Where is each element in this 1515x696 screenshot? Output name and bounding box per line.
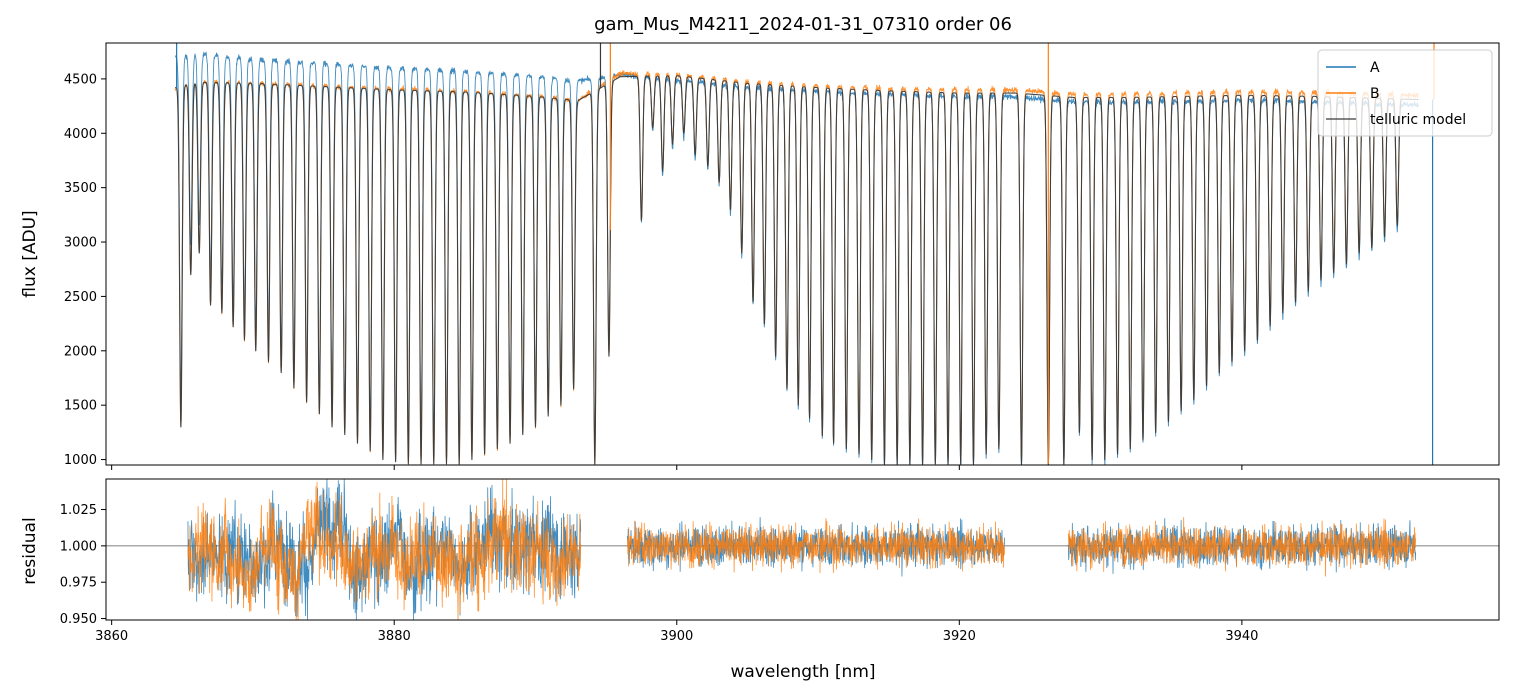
legend-label-a: A — [1370, 60, 1380, 76]
flux-y-ticks: 1000 1500 2000 2500 3000 3500 4000 4500 — [64, 72, 106, 468]
residual-x-tick-label: 3900 — [660, 629, 693, 644]
flux-y-tick-label: 3500 — [64, 181, 97, 196]
residual-x-tick-label: 3860 — [95, 629, 128, 644]
residual-plot-area — [106, 479, 1499, 620]
residual-y-tick-label: 0.950 — [60, 612, 97, 627]
x-axis-label: wavelength [nm] — [730, 662, 875, 682]
residual-series-b-line — [1067, 517, 1417, 577]
residual-y-axis-label: residual — [20, 517, 40, 584]
legend-label-telluric: telluric model — [1370, 112, 1466, 128]
residual-y-tick-label: 1.025 — [60, 503, 97, 518]
residual-x-ticks: 3860 3880 3900 3920 3940 — [95, 620, 1258, 644]
flux-y-tick-label: 1000 — [64, 453, 97, 468]
flux-axes-frame — [105, 42, 1500, 466]
legend-box — [1317, 49, 1493, 137]
flux-y-tick-label: 3000 — [64, 236, 97, 251]
residual-x-tick-label: 3940 — [1225, 629, 1258, 644]
telluric-model-line — [174, 75, 1419, 465]
chart-title: gam_Mus_M4211_2024-01-31_07310 order 06 — [594, 14, 1012, 35]
legend-label-b: B — [1370, 86, 1380, 102]
residual-x-tick-label: 3880 — [378, 629, 411, 644]
flux-y-tick-label: 2500 — [64, 290, 97, 305]
residual-y-ticks: 0.950 0.975 1.000 1.025 — [60, 503, 106, 627]
residual-axes: 0.950 0.975 1.000 1.025 3860 3880 3900 3920 394… — [20, 478, 1500, 682]
flux-axes: gam_Mus_M4211_2024-01-31_07310 order 06 … — [20, 14, 1500, 470]
residual-series-b-line — [187, 479, 582, 620]
residual-axes-frame — [105, 478, 1500, 621]
flux-x-ticks — [111, 465, 1243, 470]
flux-y-axis-label: flux [ADU] — [20, 210, 40, 297]
residual-series-b-line — [627, 518, 1005, 574]
residual-y-tick-label: 1.000 — [60, 539, 97, 554]
residual-x-tick-label: 3920 — [943, 629, 976, 644]
legend: A B telluric model — [1317, 49, 1493, 137]
flux-y-tick-label: 4000 — [64, 127, 97, 142]
flux-y-tick-label: 4500 — [64, 72, 97, 87]
flux-y-tick-label: 1500 — [64, 399, 97, 414]
flux-y-tick-label: 2000 — [64, 344, 97, 359]
residual-y-tick-label: 0.975 — [60, 576, 97, 591]
